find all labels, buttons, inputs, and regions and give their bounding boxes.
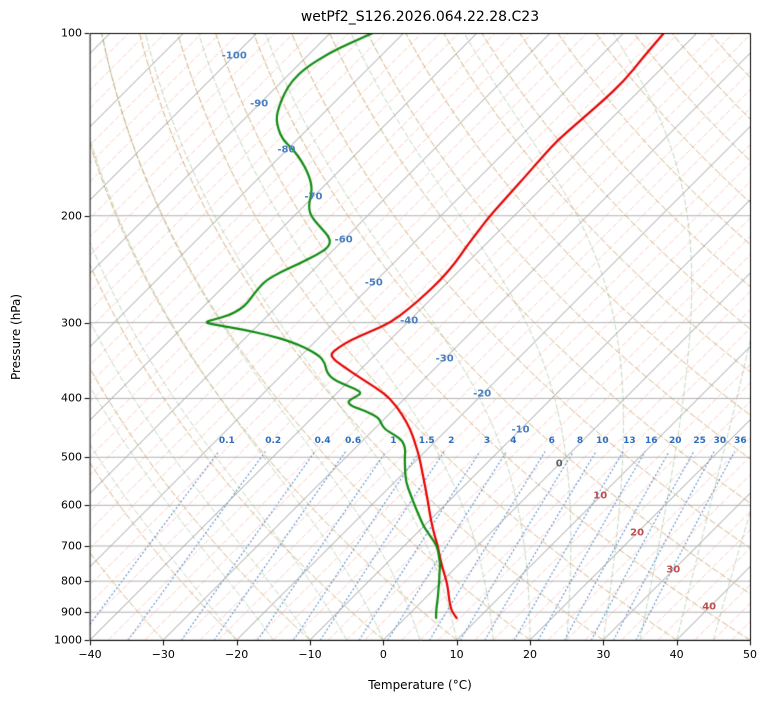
mixing-ratio-label: 13 [623, 435, 636, 446]
isotherm-label: 20 [630, 527, 645, 539]
mixing-ratio-label: 0.2 [265, 435, 282, 446]
mixing-ratio-label: 8 [576, 435, 584, 446]
mixing-ratio-label: 6 [548, 435, 555, 446]
mixing-ratio-label: 25 [693, 435, 706, 446]
y-tick-label: 200 [61, 209, 82, 223]
mixing-ratio-label: 30 [713, 435, 727, 446]
x-tick-label: −20 [225, 648, 249, 661]
isotherm-label: 0 [555, 458, 563, 470]
y-tick-label: 800 [61, 574, 82, 588]
x-tick-label: 10 [449, 648, 464, 661]
isotherm-label: 10 [593, 490, 608, 502]
mixing-ratio-label: 16 [645, 435, 658, 446]
isotherm-label: -40 [400, 315, 419, 327]
mixing-ratio-label: 0.6 [345, 435, 362, 446]
mixing-ratio-label: 3 [483, 435, 491, 446]
mixing-ratio-label: 36 [734, 435, 747, 446]
isotherm-label: -100 [221, 50, 247, 62]
isotherm-label: -90 [250, 98, 269, 110]
mixing-ratio-label: 1.5 [418, 435, 435, 446]
x-tick-label: 20 [523, 648, 537, 661]
mixing-ratio-label: 2 [448, 435, 455, 446]
isotherm-label: -30 [435, 353, 454, 365]
mixing-ratio-label: 4 [510, 435, 517, 446]
x-tick-label: 50 [743, 648, 757, 661]
x-axis-label: Temperature (°C) [368, 678, 472, 692]
y-tick-label: 400 [61, 391, 82, 405]
y-tick-label: 100 [61, 26, 82, 40]
x-tick-label: −40 [78, 648, 102, 661]
y-tick-label: 1000 [54, 633, 82, 647]
mixing-ratio-label: 1 [390, 435, 397, 446]
isotherm-label: -10 [511, 424, 530, 435]
y-tick-label: 300 [61, 316, 82, 330]
x-tick-label: 30 [596, 648, 611, 661]
mixing-ratio-label: 0.1 [218, 435, 235, 446]
isotherm-label: -80 [277, 144, 296, 156]
y-tick-label: 500 [61, 450, 82, 464]
x-tick-label: −30 [151, 648, 175, 661]
x-tick-label: 0 [379, 648, 387, 661]
isotherm-label: 30 [666, 564, 681, 576]
x-tick-label: 40 [669, 648, 684, 661]
isotherm-label: -60 [334, 234, 353, 246]
mixing-ratio-label: 20 [668, 435, 682, 446]
y-axis-label: Pressure (hPa) [9, 293, 23, 381]
isotherm-label: 40 [702, 601, 717, 613]
chart-title: wetPf2_S126.2026.064.22.28.C23 [300, 9, 540, 25]
y-tick-label: 900 [61, 605, 82, 619]
x-tick-label: −10 [298, 648, 322, 661]
mixing-ratio-label: 10 [596, 435, 609, 446]
isotherm-label: -50 [364, 277, 383, 289]
mixing-ratio-label: 0.4 [314, 435, 331, 446]
y-tick-label: 700 [61, 539, 82, 553]
y-tick-label: 600 [61, 498, 82, 512]
isotherm-label: -20 [473, 388, 492, 400]
isotherm-label: -70 [304, 191, 323, 203]
